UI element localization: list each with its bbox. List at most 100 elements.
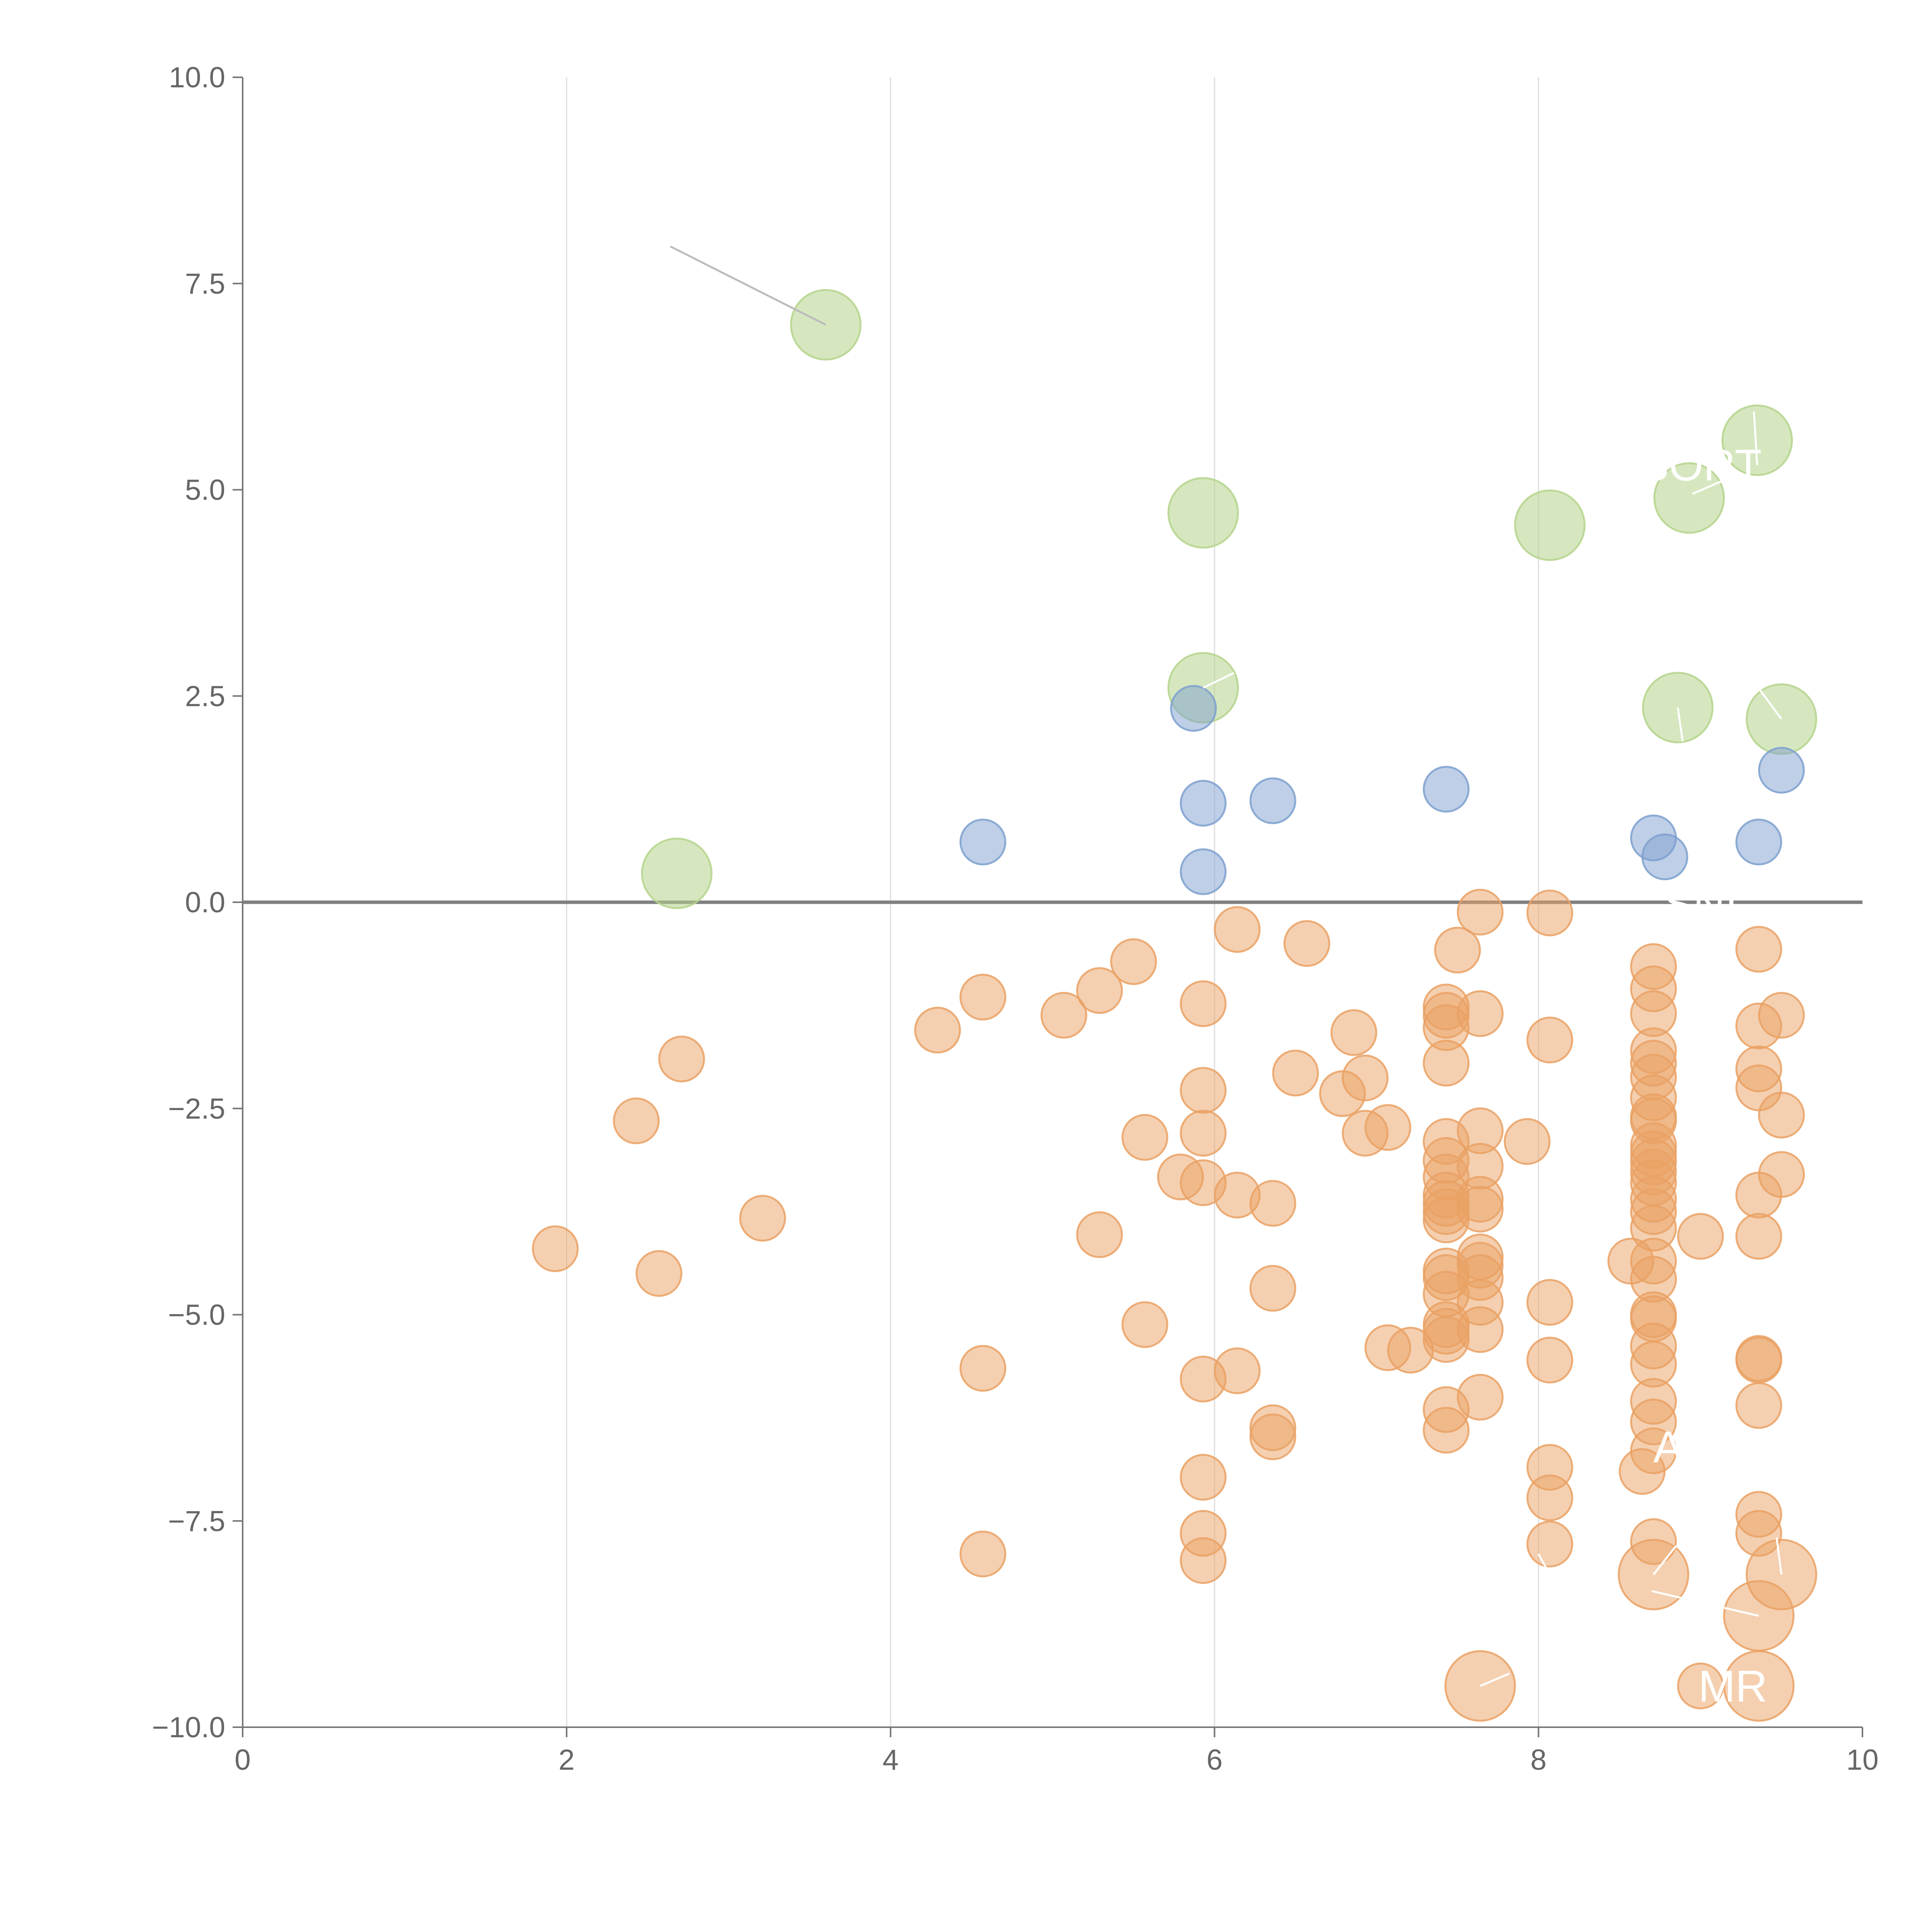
y-tick-label: −7.5 [168, 1505, 225, 1537]
blue-small-point [1758, 747, 1805, 794]
axes [233, 77, 1863, 1737]
orange-small-point [1249, 1265, 1296, 1312]
orange-small-point [1503, 1118, 1551, 1165]
orange-small-point [1526, 1017, 1573, 1064]
leader-line [670, 245, 827, 326]
y-tick-label: −5.0 [168, 1299, 225, 1331]
orange-small-point [1110, 938, 1157, 985]
orange-small-point [613, 1097, 660, 1145]
green-large-point [641, 837, 713, 909]
blue-small-point [1423, 766, 1470, 813]
orange-small-point [1249, 1413, 1296, 1460]
blue-small-point [1735, 818, 1782, 866]
orange-small-point [1180, 1355, 1227, 1403]
orange-small-point [1526, 1474, 1573, 1521]
green-large-point [1721, 404, 1793, 476]
point-label: SNI [1663, 879, 1738, 929]
orange-small-point [914, 1007, 961, 1054]
orange-small-point [1423, 1406, 1470, 1454]
orange-small-point [1180, 1110, 1227, 1157]
orange-small-point [658, 1036, 705, 1083]
y-tick-label: 10.0 [169, 61, 225, 94]
leader-line [1480, 1672, 1510, 1687]
orange-small-point [1677, 1662, 1724, 1709]
point-label: MR [1698, 1662, 1767, 1711]
point-labels: SORT SNI A MR [1639, 440, 1767, 1711]
blue-small-point [959, 818, 1007, 866]
orange-small-point [1076, 967, 1123, 1014]
orange-small-point [1526, 1279, 1573, 1326]
green-large-point [1514, 489, 1586, 561]
leader-line [1756, 685, 1782, 720]
orange-small-point [1735, 1002, 1782, 1049]
orange-small-point [1330, 1009, 1378, 1056]
orange-small-point [1387, 1327, 1434, 1374]
tick-labels: 0 2 4 6 8 10 10.0 7.5 5.0 2.5 0.0 −2.5 −5.0 −7.5 −10.0 [152, 61, 1879, 1776]
orange-small-point [959, 1345, 1007, 1392]
orange-small-point [1526, 1520, 1573, 1568]
orange-small-point [1735, 926, 1782, 973]
orange-small-point [1735, 1213, 1782, 1260]
orange-small-point [1180, 980, 1227, 1027]
green-large-point [1167, 477, 1239, 549]
orange-small-point [1342, 1110, 1389, 1157]
orange-small-point [959, 1531, 1007, 1578]
orange-small-point [1180, 1454, 1227, 1501]
leader-line [1653, 1545, 1677, 1575]
orange-small-point [1434, 927, 1481, 974]
x-tick-label: 6 [1206, 1743, 1223, 1776]
y-tick-label: 5.0 [185, 474, 225, 506]
x-tick-label: 4 [883, 1743, 899, 1776]
x-tick-label: 2 [559, 1743, 575, 1776]
orange-small-point [1735, 1172, 1782, 1219]
leader-lines [670, 245, 1782, 1687]
x-tick-label: 8 [1531, 1743, 1547, 1776]
orange-small-point [1121, 1114, 1168, 1161]
y-tick-label: 7.5 [185, 267, 225, 300]
orange-large-point [1723, 1650, 1795, 1722]
orange-small-point [1180, 1537, 1227, 1584]
orange-small-point [532, 1225, 579, 1272]
blue-small-point [1641, 833, 1689, 881]
orange-small-point [1040, 992, 1087, 1039]
orange-small-point [1319, 1070, 1366, 1117]
y-tick-label: 2.5 [185, 680, 225, 712]
leader-line [1692, 479, 1725, 495]
point-label: A [1653, 1422, 1683, 1472]
orange-small-point [1457, 889, 1504, 936]
orange-small-point [1214, 906, 1261, 953]
leader-line [1202, 672, 1235, 689]
leader-line [1677, 707, 1684, 742]
y-tick-label: −10.0 [152, 1711, 225, 1743]
x-tick-label: 10 [1846, 1743, 1878, 1776]
orange-small-point [635, 1250, 682, 1297]
orange-small-point [1735, 1382, 1782, 1429]
orange-small-point [1758, 1092, 1805, 1139]
orange-small-point [1457, 990, 1504, 1037]
orange-small-point [1677, 1213, 1724, 1260]
orange-small-point [1526, 1337, 1573, 1384]
blue-small-point [1249, 777, 1296, 824]
leader-line [1776, 1537, 1782, 1575]
point-label: SORT [1639, 440, 1762, 490]
orange-small-point [1180, 1067, 1227, 1114]
blue-small-point [1180, 780, 1227, 827]
orange-small-point [1121, 1301, 1168, 1348]
leader-line [1753, 411, 1759, 465]
orange-small-point [1526, 889, 1573, 937]
orange-small-point [1423, 1039, 1470, 1087]
orange-small-point [1249, 1180, 1296, 1227]
leader-line [1651, 1590, 1759, 1617]
orange-small-point [1076, 1211, 1123, 1258]
orange-small-point [1735, 1337, 1782, 1384]
orange-small-point [959, 974, 1007, 1021]
blue-small-point [1180, 848, 1227, 895]
green-large-point [1653, 462, 1725, 534]
data-points [532, 289, 1817, 1722]
orange-small-point [739, 1195, 786, 1242]
blue-small-point [1170, 685, 1217, 732]
leader-line [1537, 1553, 1551, 1575]
y-tick-label: −2.5 [168, 1092, 225, 1125]
x-tick-label: 0 [235, 1743, 251, 1776]
